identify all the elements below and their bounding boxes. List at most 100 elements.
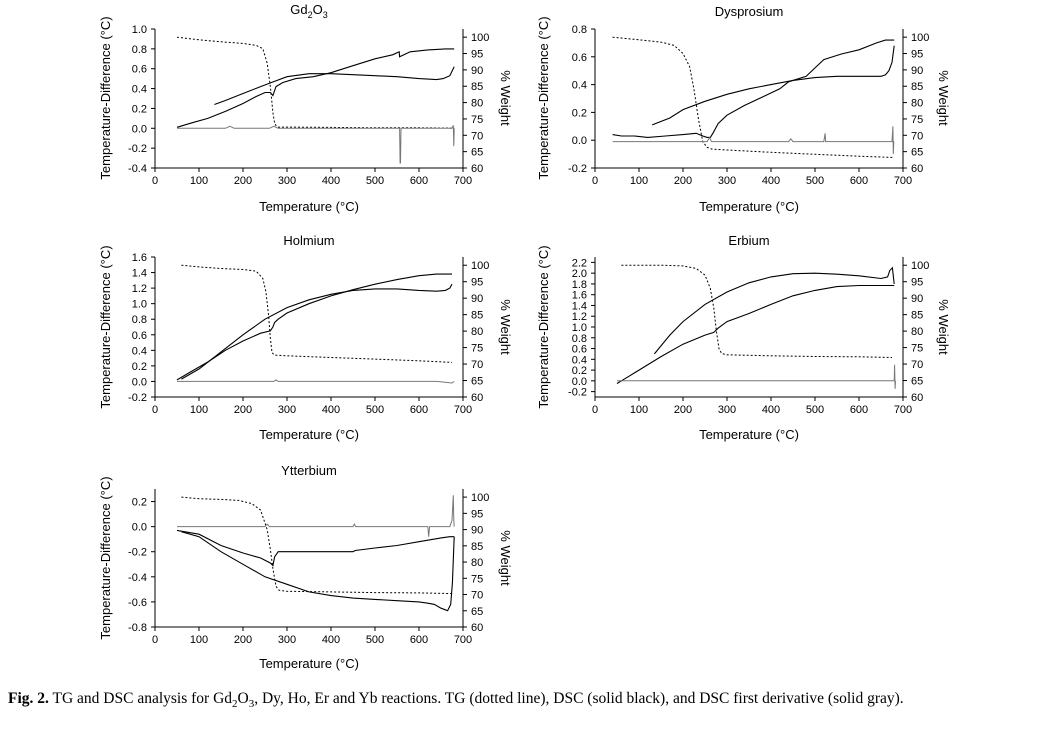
dsc-derivative-curve [612, 126, 895, 155]
dsc-curve [181, 531, 455, 612]
panel-erbium: Erbium Temperature (°C) Temperature-Diff… [536, 233, 951, 442]
x-tick-label: 700 [894, 175, 912, 187]
panel-ytterbium: Ytterbium Temperature (°C) Temperature-D… [98, 463, 513, 671]
tg-curve [621, 264, 893, 358]
panel-dysprosium: Dysprosium Temperature (°C) Temperature-… [536, 4, 951, 214]
x-tick-label: 600 [850, 404, 868, 416]
y2-tick-label: 100 [911, 260, 929, 272]
dsc-curve [176, 529, 455, 567]
x-axis-label: Temperature (°C) [259, 427, 359, 442]
y2-tick-label: 100 [471, 260, 489, 272]
y2-tick-label: 95 [471, 508, 483, 520]
y2-tick-label: 100 [911, 32, 929, 44]
y2-tick-label: 80 [471, 98, 483, 110]
y2-tick-label: 90 [471, 293, 483, 305]
dsc-curve [176, 273, 452, 381]
x-tick-label: 300 [718, 404, 736, 416]
y-tick-label: 1.4 [132, 268, 147, 280]
x-tick-label: 500 [806, 404, 824, 416]
y2-tick-label: 95 [471, 277, 483, 289]
x-tick-label: 600 [410, 634, 428, 646]
x-tick-label: 500 [366, 175, 384, 187]
y2-tick-label: 90 [471, 525, 483, 537]
y2-axis-label: % Weight [498, 530, 513, 586]
y-tick-label: -0.2 [128, 143, 147, 155]
y2-tick-label: 80 [471, 557, 483, 569]
dsc-curve [214, 66, 455, 106]
y-tick-label: 0.0 [572, 376, 587, 388]
y2-tick-label: 75 [911, 114, 923, 126]
y2-tick-label: 65 [471, 606, 483, 618]
y-tick-label: 1.4 [572, 300, 587, 312]
y2-tick-label: 75 [471, 343, 483, 355]
y2-tick-label: 80 [911, 98, 923, 110]
dsc-curve [616, 284, 895, 384]
x-tick-label: 400 [762, 404, 780, 416]
panel-holmium: Holmium Temperature (°C) Temperature-Dif… [98, 233, 513, 442]
figure-caption: Fig. 2. TG and DSC analysis for Gd2O3, D… [8, 690, 1040, 713]
x-axis-label: Temperature (°C) [699, 199, 799, 214]
y-tick-label: -0.4 [128, 572, 147, 584]
y2-tick-label: 70 [471, 359, 483, 371]
y-tick-label: 0.4 [132, 345, 147, 357]
axes-frame [594, 29, 904, 169]
caption-subscript: 3 [248, 698, 255, 711]
x-tick-label: 200 [674, 404, 692, 416]
dsc-derivative-curve [177, 495, 455, 537]
y2-tick-label: 75 [911, 343, 923, 355]
x-tick-label: 400 [322, 404, 340, 416]
dsc-derivative-curve [617, 364, 896, 389]
x-tick-label: 600 [410, 404, 428, 416]
y2-axis-label: % Weight [498, 299, 513, 355]
y-tick-label: 0.8 [132, 314, 147, 326]
dsc-curve [653, 266, 895, 355]
x-tick-label: 600 [410, 175, 428, 187]
y-tick-label: -0.2 [568, 163, 587, 175]
x-tick-label: 200 [234, 634, 252, 646]
y2-tick-label: 85 [471, 310, 483, 322]
y-tick-label: -0.6 [128, 597, 147, 609]
y-tick-label: 0.2 [132, 497, 147, 509]
x-tick-label: 500 [366, 404, 384, 416]
y-tick-label: 1.8 [572, 279, 587, 291]
panel-gd2o3: Gd2O3 Temperature (°C) Temperature-Diffe… [98, 2, 513, 214]
x-tick-label: 200 [234, 175, 252, 187]
y2-tick-label: 70 [911, 359, 923, 371]
axes-frame [594, 257, 904, 398]
x-tick-label: 600 [850, 175, 868, 187]
x-tick-label: 200 [234, 404, 252, 416]
y-tick-label: 0.2 [572, 365, 587, 377]
y2-tick-label: 60 [911, 392, 923, 404]
x-tick-label: 300 [278, 404, 296, 416]
y2-tick-label: 85 [911, 310, 923, 322]
y-tick-label: 0.4 [572, 80, 587, 92]
tg-curve [181, 264, 453, 363]
caption-fig-label: Fig. 2. [8, 690, 49, 707]
y-tick-label: 1.6 [572, 290, 587, 302]
panel-title: Dysprosium [715, 4, 784, 19]
x-tick-label: 700 [454, 175, 472, 187]
dsc-derivative-curve [177, 125, 455, 164]
y2-tick-label: 85 [471, 81, 483, 93]
x-tick-label: 400 [322, 175, 340, 187]
caption-text: , Dy, Ho, Er and Yb reactions. TG (dotte… [254, 690, 904, 707]
dsc-curve [612, 39, 895, 138]
caption-text: O [237, 690, 249, 707]
axes-frame [154, 489, 464, 628]
axes-frame [154, 257, 464, 398]
y-axis-label: Temperature-Difference (°C) [536, 245, 551, 408]
x-tick-label: 300 [278, 634, 296, 646]
panel-title: Gd2O3 [290, 2, 328, 20]
y-tick-label: 0.6 [132, 64, 147, 76]
y-tick-label: 1.0 [132, 299, 147, 311]
x-tick-label: 700 [454, 404, 472, 416]
y2-tick-label: 100 [471, 32, 489, 44]
y2-tick-label: 95 [911, 49, 923, 61]
y-axis-label: Temperature-Difference (°C) [536, 16, 551, 179]
tg-curve [612, 36, 895, 158]
dsc-curve [176, 48, 455, 128]
y-axis-label: Temperature-Difference (°C) [98, 16, 113, 179]
panel-title: Holmium [283, 233, 334, 248]
y2-tick-label: 60 [471, 163, 483, 175]
x-tick-label: 0 [152, 404, 158, 416]
